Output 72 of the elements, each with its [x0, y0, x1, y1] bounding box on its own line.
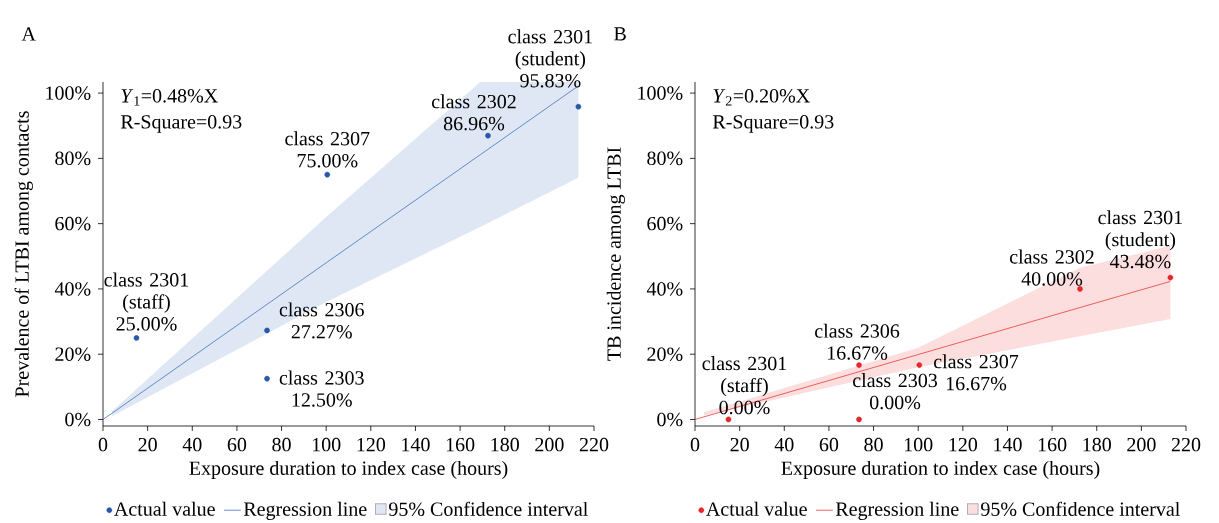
legend-label: Regression line — [243, 501, 367, 520]
x-tick-label: 200 — [535, 437, 564, 452]
y-axis-title: Prevalence of LTBI among contacts — [14, 111, 33, 397]
x-tick-label: 160 — [1038, 437, 1067, 452]
annotation: R-Square=0.93 — [120, 115, 242, 133]
x-tick-label: 40 — [774, 437, 794, 452]
y-tick-label: 0% — [657, 412, 683, 427]
x-tick-label: 60 — [819, 437, 839, 452]
annotation: class 2302 86.96% — [431, 94, 516, 131]
y-tick-label: 60% — [55, 216, 91, 231]
y-axis-title: TB incidence among LTBI — [606, 147, 625, 361]
annotation: class 2303 12.50% — [279, 370, 364, 407]
point — [725, 416, 732, 423]
x-axis-title: Exposure duration to index case (hours) — [781, 460, 1100, 480]
legend-label: Actual value — [114, 501, 215, 516]
x-tick-label: 180 — [1083, 437, 1111, 452]
x-tick-label: 120 — [949, 437, 978, 452]
x-tick-label: 40 — [182, 437, 202, 452]
annotation: Y$_{1}$=0.48%X — [121, 89, 218, 106]
annotation: class 2306 27.27% — [279, 302, 364, 339]
y-tick-label: 80% — [55, 151, 91, 166]
x-tick-label: 220 — [1171, 437, 1201, 452]
point — [264, 327, 270, 334]
x-tick-label: 120 — [357, 437, 386, 452]
x-tick-label: 0 — [98, 437, 108, 452]
x-tick-label: 160 — [446, 437, 475, 452]
legend-label: Regression line — [835, 501, 959, 520]
point — [856, 416, 862, 423]
legend-label: Actual value — [706, 501, 807, 516]
point — [1167, 274, 1174, 281]
point — [856, 362, 862, 368]
x-tick-label: 220 — [579, 437, 609, 452]
x-tick-label: 20 — [730, 437, 749, 452]
point — [133, 335, 140, 341]
y-tick-label: 20% — [55, 347, 91, 361]
x-tick-label: 140 — [402, 437, 430, 452]
x-tick-label: 140 — [994, 437, 1022, 452]
y-tick-label: 60% — [647, 216, 683, 231]
x-tick-label: 80 — [864, 437, 883, 452]
point — [916, 362, 923, 368]
annotation: class 2301 (staff) 25.00% — [104, 272, 189, 331]
annotation: R-Square=0.93 — [712, 115, 834, 133]
x-tick-label: 100 — [312, 437, 341, 452]
x-tick-label: 200 — [1127, 437, 1156, 452]
point — [324, 171, 331, 178]
annotation: Y$_{2}$=0.20%X — [713, 89, 810, 106]
annotation: class 2301 (student) 95.83% — [508, 29, 592, 88]
point — [575, 103, 582, 110]
x-tick-label: 80 — [272, 437, 291, 452]
x-tick-label: 20 — [138, 437, 157, 452]
y-tick-label: 0% — [65, 412, 91, 427]
y-tick-label: 100% — [46, 86, 91, 100]
text: 95% Confidence interval — [981, 501, 1180, 517]
text: 95% Confidence interval — [389, 501, 588, 517]
x-tick-label: 60 — [227, 437, 247, 452]
point — [1077, 286, 1083, 292]
x-axis-title: Exposure duration to index case (hours) — [189, 460, 508, 480]
annotation: class 2302 40.00% — [1009, 249, 1094, 286]
x-tick-label: 100 — [904, 437, 933, 452]
x-tick-label: 180 — [491, 437, 519, 452]
y-tick-label: 80% — [647, 151, 683, 166]
y-tick-label: 40% — [646, 282, 683, 296]
chart-title: B — [614, 27, 626, 41]
point — [264, 375, 270, 382]
annotation: class 2301 (student) 43.48% — [1098, 210, 1182, 269]
annotation: class 2307 75.00% — [285, 131, 370, 168]
point — [485, 132, 491, 139]
x-tick-label: 0 — [690, 437, 700, 452]
y-tick-label: 20% — [647, 347, 683, 361]
y-tick-label: 40% — [54, 282, 91, 296]
chart-title: A — [21, 27, 36, 41]
y-tick-label: 100% — [638, 86, 683, 100]
